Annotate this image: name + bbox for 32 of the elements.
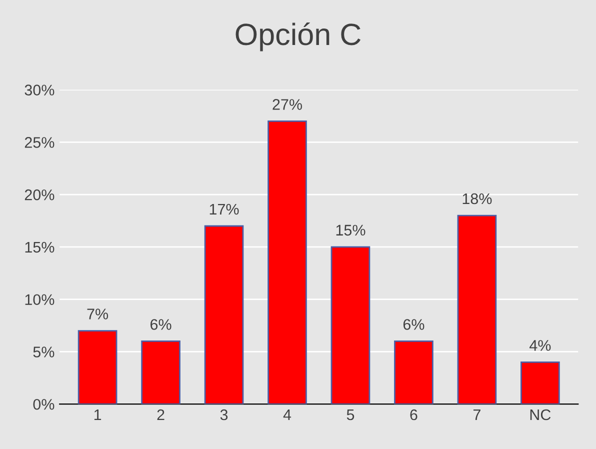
x-tick-label: NC bbox=[530, 409, 551, 420]
bar bbox=[78, 330, 118, 404]
x-tick-label: 4 bbox=[283, 410, 292, 420]
x-tick-label: 7 bbox=[473, 410, 480, 420]
bar bbox=[394, 340, 434, 404]
bar bbox=[457, 214, 497, 404]
y-tick-label: 10% bbox=[25, 294, 54, 306]
x-tick-label: 2 bbox=[157, 409, 164, 420]
x-tick-label: 3 bbox=[220, 409, 228, 420]
y-tick-label: 20% bbox=[24, 189, 54, 200]
bar bbox=[520, 362, 560, 404]
y-tick-label: 30% bbox=[24, 84, 54, 96]
y-tick-label: 25% bbox=[24, 137, 54, 148]
chart-title: Opción C bbox=[236, 22, 361, 52]
data-label: 15% bbox=[336, 224, 366, 236]
data-label: 6% bbox=[403, 319, 424, 330]
x-tick-label: 6 bbox=[410, 409, 418, 420]
y-tick-label: 0% bbox=[33, 398, 54, 410]
x-tick-label: 5 bbox=[346, 410, 354, 420]
data-label: 6% bbox=[150, 319, 172, 330]
bar bbox=[141, 340, 180, 404]
y-tick-label: 15% bbox=[25, 242, 54, 253]
data-label: 17% bbox=[210, 204, 239, 215]
bar bbox=[268, 120, 307, 404]
data-label: 4% bbox=[529, 340, 551, 351]
x-tick-label: 1 bbox=[94, 410, 102, 420]
data-label: 7% bbox=[87, 308, 108, 320]
bar bbox=[330, 246, 370, 404]
data-label: 18% bbox=[462, 193, 492, 204]
data-label: 27% bbox=[272, 99, 302, 110]
y-tick-label: 5% bbox=[33, 346, 54, 358]
bar bbox=[204, 225, 244, 404]
